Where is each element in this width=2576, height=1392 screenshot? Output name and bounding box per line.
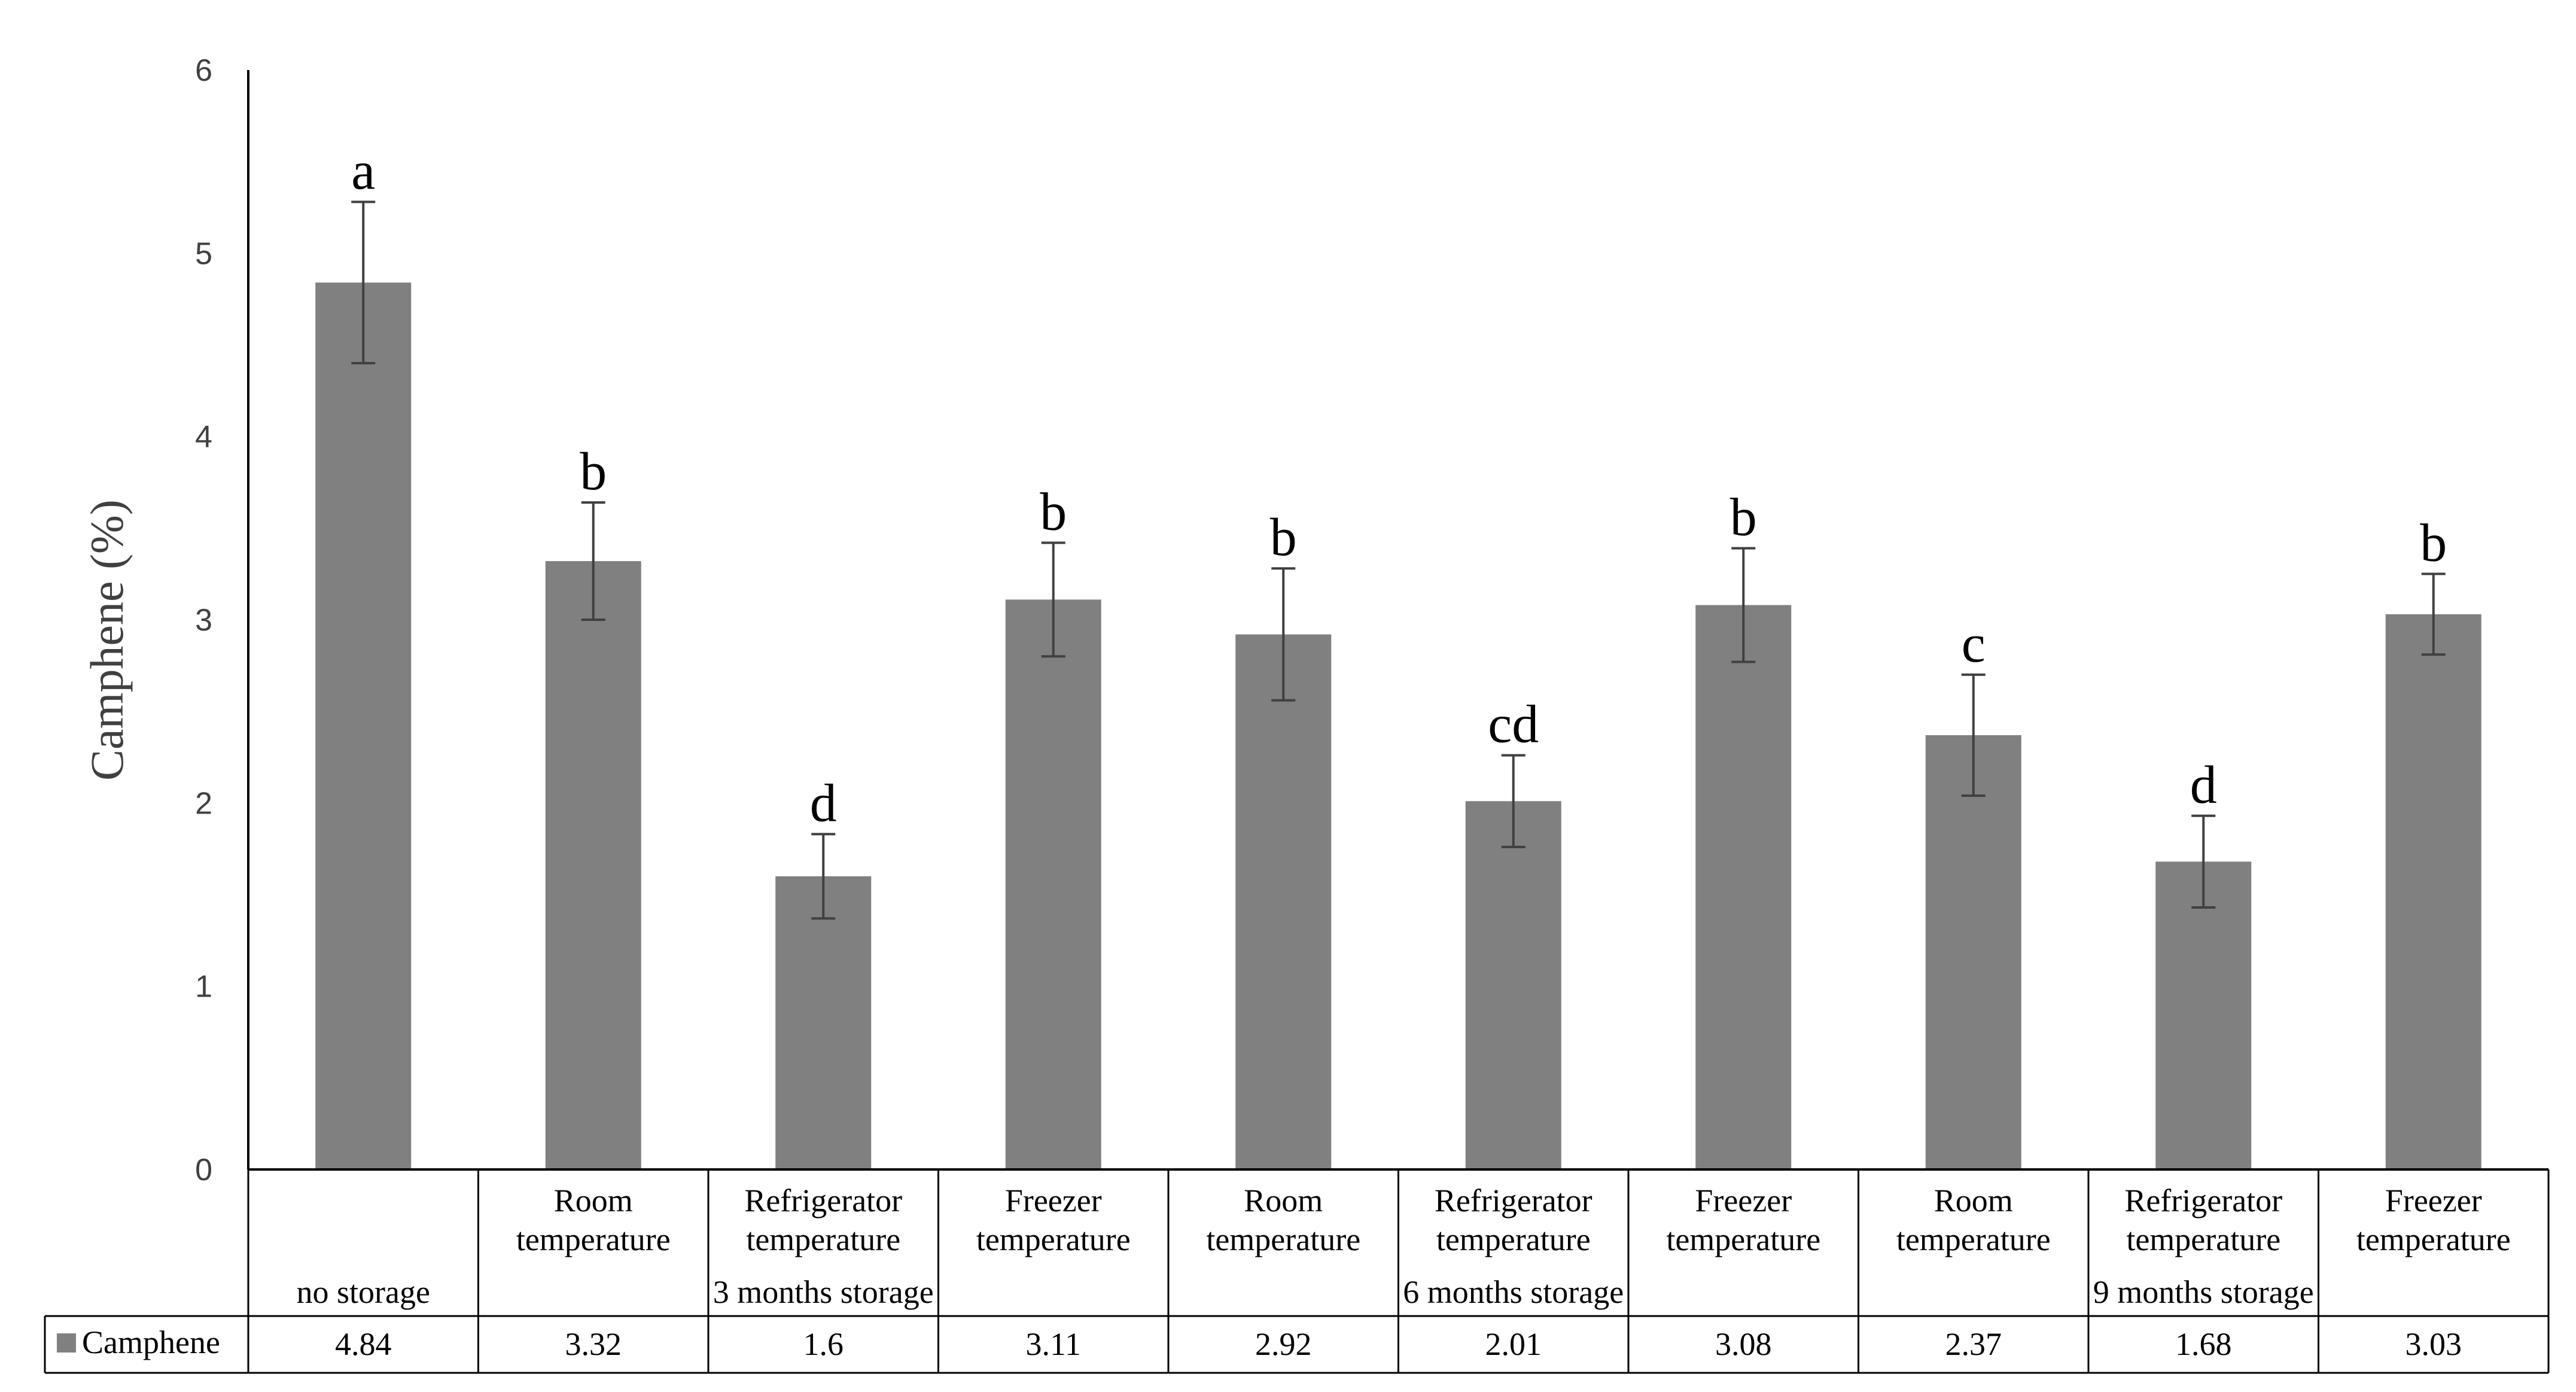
y-tick-label: 0 — [195, 1153, 212, 1187]
table-value: 1.6 — [803, 1326, 844, 1362]
data-table: RoomtemperatureRefrigeratortemperatureFr… — [44, 1169, 2550, 1374]
category-label: Freezer — [2385, 1183, 2482, 1219]
legend-swatch — [57, 1333, 76, 1353]
y-tick-label: 1 — [195, 970, 212, 1004]
bar — [545, 561, 641, 1169]
y-tick-label: 3 — [195, 603, 212, 638]
table-value: 3.08 — [1715, 1326, 1772, 1362]
error-bar — [1041, 541, 1065, 658]
significance-letter: b — [1040, 482, 1067, 541]
error-bar — [1731, 547, 1756, 663]
group-label: no storage — [297, 1274, 430, 1310]
significance-letter: b — [2420, 513, 2447, 572]
category-label: Refrigerator — [1435, 1183, 1593, 1219]
table-value: 3.03 — [2406, 1326, 2462, 1362]
category-label: temperature — [746, 1222, 900, 1257]
table-value: 2.37 — [1945, 1326, 2002, 1362]
significance-letter: b — [1730, 488, 1757, 547]
error-bar — [1961, 673, 1986, 797]
bar — [315, 282, 412, 1169]
bar — [1465, 801, 1561, 1169]
y-tick-label: 4 — [195, 420, 212, 455]
error-bar — [2191, 814, 2216, 909]
significance-letter: d — [810, 773, 837, 833]
category-label: Refrigerator — [2124, 1183, 2282, 1219]
group-label: 3 months storage — [713, 1274, 934, 1310]
category-label: temperature — [516, 1222, 671, 1257]
bars — [315, 282, 2481, 1169]
significance-letter: d — [2190, 756, 2217, 815]
category-label: temperature — [1896, 1222, 2051, 1257]
error-bar — [1501, 754, 1525, 848]
category-label: Refrigerator — [744, 1183, 902, 1219]
bar — [1925, 735, 2021, 1169]
error-bar — [2421, 572, 2446, 656]
category-label: temperature — [1436, 1222, 1591, 1257]
significance-letter: a — [351, 142, 375, 201]
category-label: temperature — [2126, 1222, 2280, 1257]
category-label: Freezer — [1695, 1183, 1792, 1219]
category-label: Room — [1244, 1183, 1323, 1219]
significance-letter: b — [1270, 508, 1297, 567]
significance-letter: b — [580, 442, 607, 501]
table-value: 2.92 — [1255, 1326, 1312, 1362]
category-label: temperature — [976, 1222, 1131, 1257]
error-bar — [351, 200, 376, 365]
category-label: Room — [1934, 1183, 2013, 1219]
table-value: 3.11 — [1026, 1326, 1082, 1362]
significance-letter: c — [1962, 614, 1986, 674]
table-value: 4.84 — [335, 1326, 392, 1362]
error-bars — [351, 200, 2446, 920]
category-label: Room — [554, 1183, 633, 1219]
bar — [2155, 861, 2252, 1169]
y-axis-label: Camphene (%) — [81, 499, 133, 781]
table-value: 3.32 — [565, 1326, 622, 1362]
significance-letter: cd — [1488, 695, 1539, 754]
category-label: temperature — [1206, 1222, 1360, 1257]
category-label: Freezer — [1005, 1183, 1102, 1219]
category-label: temperature — [2356, 1222, 2511, 1257]
bar — [1235, 634, 1332, 1169]
error-bar — [811, 833, 836, 920]
bar — [1005, 599, 1101, 1169]
table-value: 2.01 — [1485, 1326, 1542, 1362]
table-value: 1.68 — [2175, 1326, 2232, 1362]
y-axis-ticks: 0 1 2 3 4 5 6 — [195, 53, 212, 1187]
error-bar — [1271, 567, 1296, 702]
bar — [2385, 614, 2481, 1169]
legend-series-name: Camphene — [82, 1324, 220, 1360]
bar — [1695, 605, 1792, 1169]
error-bar — [581, 501, 605, 621]
category-label: temperature — [1666, 1222, 1820, 1257]
y-tick-label: 6 — [195, 53, 212, 88]
y-tick-label: 2 — [195, 786, 212, 821]
group-label: 6 months storage — [1403, 1274, 1624, 1310]
group-label: 9 months storage — [2093, 1274, 2314, 1310]
y-tick-label: 5 — [195, 236, 212, 271]
bar — [775, 876, 872, 1169]
